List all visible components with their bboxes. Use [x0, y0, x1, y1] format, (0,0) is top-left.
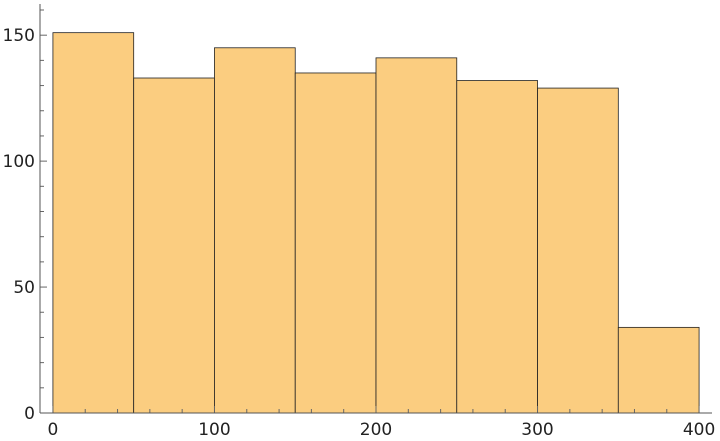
- histogram-bar-7: [617, 326, 700, 414]
- y-tick-label: 50: [13, 278, 35, 298]
- x-tick-label: 200: [360, 420, 392, 440]
- histogram-bar-5: [456, 80, 538, 414]
- histogram-bar-4: [375, 57, 458, 414]
- x-tick-label: 300: [521, 420, 553, 440]
- histogram-bar-3: [294, 72, 377, 414]
- x-tick-label: 100: [198, 420, 230, 440]
- histogram-bar-6: [537, 87, 619, 414]
- x-tick-label: 400: [683, 420, 715, 440]
- x-tick-label: 0: [48, 420, 59, 440]
- y-tick-label: 0: [24, 404, 35, 424]
- histogram-bar-0: [52, 32, 135, 414]
- histogram-bar-1: [133, 77, 215, 414]
- bars-group: [52, 32, 700, 414]
- y-tick-label: 150: [3, 26, 35, 46]
- tick-labels-group: 0 100 200 300 400 0 50 100 150: [3, 26, 716, 440]
- histogram-bar-2: [214, 47, 296, 414]
- y-tick-label: 100: [3, 152, 35, 172]
